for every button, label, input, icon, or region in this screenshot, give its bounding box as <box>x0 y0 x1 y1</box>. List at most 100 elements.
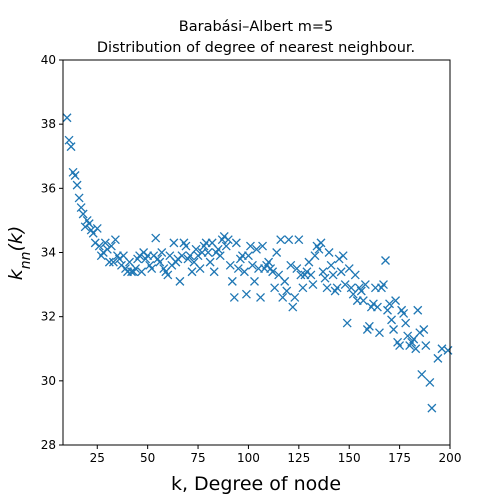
data-point <box>346 283 356 293</box>
data-point <box>110 235 120 245</box>
x-tick-label: 25 <box>90 451 105 465</box>
data-point <box>191 244 201 254</box>
data-point <box>104 257 114 267</box>
data-point <box>413 305 423 315</box>
y-axis-ticks: 28 30 32 34 36 38 40 <box>41 53 63 452</box>
data-point <box>64 135 74 145</box>
data-point <box>225 260 235 270</box>
data-point <box>169 238 179 248</box>
y-tick-label: 34 <box>41 246 56 260</box>
data-point <box>401 318 411 328</box>
data-point <box>421 341 431 351</box>
data-point <box>151 233 161 243</box>
data-point <box>276 235 286 245</box>
data-point <box>296 270 306 280</box>
data-point <box>245 241 255 251</box>
data-point <box>181 241 191 251</box>
data-point <box>278 292 288 302</box>
data-point <box>250 276 259 286</box>
x-tick-label: 100 <box>237 451 260 465</box>
y-tick-label: 32 <box>41 310 56 324</box>
data-point <box>379 280 388 290</box>
data-point <box>84 219 94 229</box>
data-point <box>92 223 102 233</box>
data-point <box>358 296 368 306</box>
data-point <box>338 251 348 261</box>
data-point <box>268 267 278 277</box>
data-point <box>284 235 294 245</box>
y-tick-label: 30 <box>41 374 56 388</box>
data-point <box>395 341 405 351</box>
data-point <box>264 257 274 267</box>
data-point <box>399 308 409 318</box>
data-point <box>94 241 104 251</box>
data-point <box>215 251 225 261</box>
data-point <box>155 257 165 267</box>
y-axis-label: knn(k) <box>5 226 34 281</box>
data-point <box>387 315 397 325</box>
data-point <box>374 328 384 338</box>
data-point <box>175 276 185 286</box>
data-point <box>433 353 443 363</box>
data-point <box>419 325 429 334</box>
data-point <box>385 299 394 309</box>
data-point <box>272 248 282 257</box>
data-point <box>270 283 280 293</box>
chart-title: Barabási–Albert m=5 <box>179 19 333 35</box>
y-tick-label: 40 <box>41 53 56 67</box>
data-point <box>282 286 292 296</box>
data-point <box>326 260 336 270</box>
data-point <box>163 270 173 280</box>
data-point <box>411 344 421 354</box>
data-point <box>310 251 320 261</box>
data-point <box>340 280 350 290</box>
data-point <box>298 283 308 293</box>
data-point <box>229 292 239 302</box>
data-point <box>403 331 413 341</box>
data-point <box>290 292 300 302</box>
data-point <box>137 267 147 277</box>
data-point <box>328 270 338 280</box>
data-point <box>241 289 251 299</box>
data-point <box>100 238 110 248</box>
data-point <box>383 305 392 315</box>
data-point <box>205 257 215 267</box>
data-point <box>316 238 326 248</box>
data-point <box>213 244 223 254</box>
data-point <box>292 264 302 274</box>
data-point <box>372 302 382 312</box>
data-point <box>195 264 205 274</box>
data-point <box>70 171 80 180</box>
data-point <box>243 251 253 261</box>
data-point <box>288 302 298 312</box>
y-tick-label: 36 <box>41 181 56 195</box>
data-point <box>74 193 84 203</box>
data-point <box>364 321 374 331</box>
x-tick-label: 50 <box>140 451 155 465</box>
data-point <box>223 235 233 245</box>
data-point <box>389 325 399 334</box>
data-point <box>131 264 141 274</box>
data-point <box>308 280 318 290</box>
data-point <box>177 251 187 261</box>
data-point <box>336 267 346 277</box>
x-tick-label: 75 <box>190 451 205 465</box>
data-point <box>203 248 213 257</box>
data-point <box>187 267 197 277</box>
data-point <box>108 257 118 267</box>
data-point <box>437 344 447 354</box>
data-point <box>360 280 370 290</box>
data-point <box>209 267 219 277</box>
x-tick-label: 175 <box>388 451 411 465</box>
y-tick-label: 38 <box>41 117 56 131</box>
data-points <box>62 113 453 413</box>
data-point <box>332 283 342 293</box>
data-point <box>227 276 237 286</box>
data-point <box>322 283 332 293</box>
data-point <box>318 267 328 277</box>
data-point <box>248 260 257 270</box>
data-point <box>231 238 241 248</box>
data-point <box>280 276 290 286</box>
data-point <box>391 296 401 306</box>
data-point <box>324 248 334 257</box>
